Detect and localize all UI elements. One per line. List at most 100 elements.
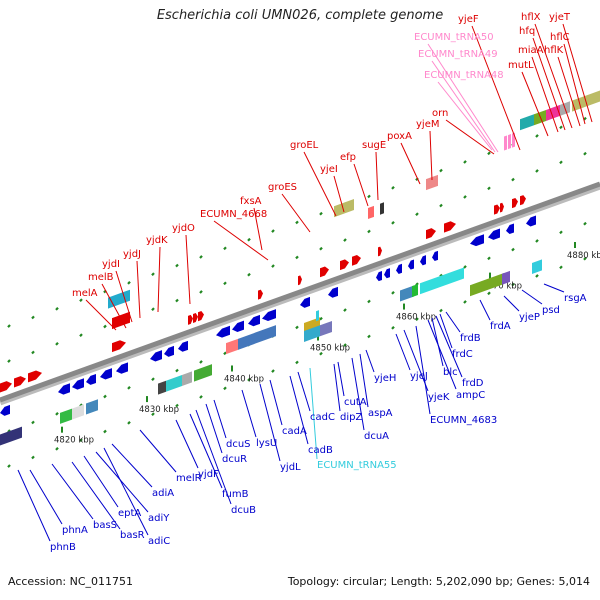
operon-block xyxy=(72,404,84,420)
track-dot xyxy=(559,125,563,130)
reverse-gene-arrow xyxy=(432,250,438,262)
track-dot xyxy=(295,220,299,225)
track-dot xyxy=(415,212,419,216)
operon-block xyxy=(420,267,464,295)
operon-block xyxy=(86,399,98,415)
track-dot xyxy=(415,317,419,321)
track-dot xyxy=(439,203,443,208)
track-dot xyxy=(439,168,443,173)
gene-label-cuta: cutA xyxy=(344,397,367,408)
kbp-tick-label: 4860 kbp xyxy=(396,313,436,323)
label-leader-line xyxy=(435,315,463,378)
track-dot xyxy=(559,265,563,270)
operon-block xyxy=(380,202,384,215)
label-leader-line xyxy=(521,71,549,137)
track-dot xyxy=(343,308,347,312)
gene-label-yjdi: yjdI xyxy=(102,259,120,270)
track-dot xyxy=(535,134,539,138)
forward-gene-arrow xyxy=(494,204,500,215)
gene-label-hflk: hflK xyxy=(544,45,564,56)
gene-label-fxsa: fxsA xyxy=(240,196,262,207)
label-leader-line xyxy=(185,234,191,305)
label-leader-line xyxy=(479,299,491,321)
gene-label-yjdk: yjdK xyxy=(146,235,168,246)
track-dot xyxy=(7,324,11,328)
track-dot xyxy=(511,282,515,287)
label-leader-line xyxy=(445,311,461,333)
forward-gene-arrow xyxy=(258,289,263,300)
track-dot xyxy=(319,211,323,216)
gene-label-cadb: cadB xyxy=(308,445,333,456)
genome-title: Escherichia coli UMN026, complete genome xyxy=(156,8,444,23)
reverse-gene-arrow xyxy=(72,378,84,390)
label-leader-line xyxy=(534,23,573,129)
reverse-gene-arrow xyxy=(488,228,500,240)
gene-label-dcus: dcuS xyxy=(226,439,251,450)
track-dot xyxy=(511,247,515,252)
forward-gene-arrow xyxy=(352,254,361,266)
track-dot xyxy=(199,360,203,364)
track-dot xyxy=(487,291,491,296)
gene-label-yjet: yjeT xyxy=(549,12,571,23)
label-leader-line xyxy=(29,469,63,525)
track-dot xyxy=(319,246,323,251)
forward-gene-arrow xyxy=(500,202,504,213)
trna-marker xyxy=(316,310,319,322)
gene-label-orn: orn xyxy=(432,108,448,119)
track-dot xyxy=(487,256,491,261)
label-leader-line xyxy=(351,357,365,431)
gene-label-ecumn_4683: ECUMN_4683 xyxy=(430,415,497,426)
track-dot xyxy=(247,237,251,242)
operon-block xyxy=(108,289,130,309)
track-dot xyxy=(559,160,563,165)
track-dot xyxy=(391,221,395,225)
track-dot xyxy=(31,350,35,355)
track-dot xyxy=(439,308,443,313)
gene-label-yjem: yjeM xyxy=(416,119,439,130)
track-dot xyxy=(583,256,587,261)
gene-label-yjej: yjeJ xyxy=(410,371,428,382)
track-dot xyxy=(7,464,11,468)
reverse-gene-arrow xyxy=(300,296,310,308)
label-leader-line xyxy=(259,383,281,462)
track-dot xyxy=(175,368,179,373)
track-dot xyxy=(463,265,467,269)
track-dot xyxy=(319,316,323,321)
track-dot xyxy=(583,116,587,121)
label-leader-line xyxy=(269,379,283,426)
track-dot xyxy=(223,281,227,286)
label-leader-line xyxy=(353,163,369,207)
reverse-gene-arrow xyxy=(396,263,402,274)
label-leader-line xyxy=(85,299,117,331)
label-leader-line xyxy=(365,349,375,373)
track-dot xyxy=(535,169,539,173)
track-dot xyxy=(175,298,179,303)
accession-text: Accession: NC_011751 xyxy=(8,575,134,588)
gene-label-basr: basR xyxy=(120,530,145,541)
track-dot xyxy=(55,446,59,451)
forward-gene-arrow xyxy=(14,376,26,388)
label-leader-line xyxy=(101,283,127,329)
operon-block xyxy=(226,338,238,355)
kbp-tick-label: 4830 kbp xyxy=(139,405,179,415)
gene-label-frda: frdA xyxy=(490,321,511,332)
label-leader-line xyxy=(115,270,133,323)
track-dot xyxy=(175,263,179,268)
operon-block xyxy=(426,174,438,191)
track-dot xyxy=(55,306,59,311)
label-leader-line xyxy=(205,403,223,454)
reverse-gene-arrow xyxy=(58,383,70,395)
track-dot xyxy=(367,334,371,339)
track-dot xyxy=(151,412,155,417)
gene-label-frdb: frdB xyxy=(460,333,481,344)
label-leader-line xyxy=(51,463,94,520)
track-dot xyxy=(79,333,83,337)
trna-marker xyxy=(504,135,507,151)
gene-label-efp: efp xyxy=(340,152,356,163)
track-dot xyxy=(103,324,107,329)
reverse-gene-arrow xyxy=(262,309,276,322)
track-dot xyxy=(199,395,203,399)
label-leader-line xyxy=(429,130,433,181)
track-dot xyxy=(127,386,131,390)
